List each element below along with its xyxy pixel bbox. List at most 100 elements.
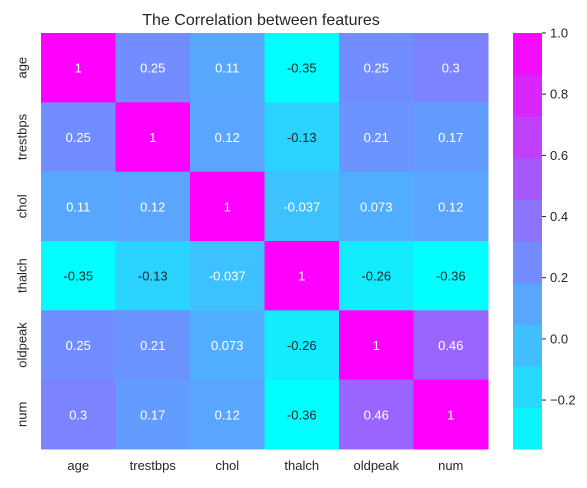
cell-annotation: 1 (447, 407, 454, 422)
colorbar-segment (513, 282, 542, 325)
heatmap-cell (190, 310, 265, 381)
colorbar-tick-label: 0.2 (550, 270, 568, 285)
y-tick-label: oldpeak (15, 322, 30, 368)
x-tick-label: thalch (284, 458, 319, 473)
heatmap-cell (190, 379, 265, 450)
colorbar-segment (513, 199, 542, 242)
heatmap-cell (413, 171, 489, 242)
heatmap-cells (41, 33, 489, 450)
x-tick-label: oldpeak (353, 458, 399, 473)
cell-annotation: 0.073 (360, 199, 393, 214)
cell-annotation: 0.3 (69, 407, 87, 422)
cell-annotation: 0.46 (438, 338, 463, 353)
heatmap-cell (190, 102, 265, 173)
heatmap-cell (339, 33, 414, 103)
cell-annotation: 0.21 (364, 130, 389, 145)
heatmap-cell (413, 379, 489, 450)
heatmap-cell (190, 171, 265, 242)
cell-annotation: 1 (149, 130, 156, 145)
heatmap-cell (264, 33, 340, 103)
colorbar-tick-label: 1.0 (550, 26, 568, 41)
heatmap-cell (413, 102, 489, 173)
heatmap-annotations: 1 0.25 0.11 -0.35 0.25 0.3 0.25 1 0.12 -0.13 0.21 0… (63, 61, 465, 423)
cell-annotation: 0.12 (438, 199, 463, 214)
cell-annotation: -0.13 (138, 269, 168, 284)
y-tick-label: thalch (15, 258, 30, 293)
cell-annotation: 0.46 (364, 407, 389, 422)
colorbar-tick-label: 0.8 (550, 87, 568, 102)
heatmap-cell (115, 310, 191, 381)
heatmap-cell (264, 379, 340, 450)
y-tick-label: trestbps (15, 113, 30, 160)
cell-annotation: 1 (373, 338, 380, 353)
cell-annotation: -0.36 (436, 269, 466, 284)
heatmap-cell (264, 171, 340, 242)
cell-annotation: 0.073 (211, 338, 244, 353)
colorbar-segment (513, 407, 542, 450)
heatmap-cell (413, 310, 489, 381)
x-tick-label: trestbps (130, 458, 177, 473)
cell-annotation: -0.26 (287, 338, 317, 353)
cell-annotation: 0.25 (140, 61, 165, 76)
x-tick-labels: age trestbps chol thalch oldpeak num (67, 458, 463, 473)
heatmap-cell (41, 102, 116, 173)
colorbar (513, 33, 542, 450)
heatmap-cell (115, 102, 191, 173)
colorbar-segment (513, 324, 542, 367)
cell-annotation: 0.17 (140, 407, 165, 422)
heatmap-cell (339, 379, 414, 450)
heatmap-cell (115, 33, 191, 103)
heatmap-cell (413, 240, 489, 311)
cell-annotation: 0.11 (66, 199, 90, 214)
cell-annotation: 0.25 (364, 61, 389, 76)
heatmap-cell (41, 379, 116, 450)
y-tick-label: age (15, 57, 30, 79)
y-tick-label: num (15, 402, 30, 427)
colorbar-tick-label: 0.4 (550, 209, 568, 224)
heatmap-cell (264, 102, 340, 173)
cell-annotation: -0.35 (287, 61, 317, 76)
x-tick-label: age (67, 458, 89, 473)
cell-annotation: 0.12 (215, 130, 240, 145)
colorbar-segment (513, 33, 542, 76)
colorbar-segment (513, 74, 542, 117)
colorbar-ticks: −0.2 0.0 0.2 0.4 0.6 0.8 1.0 (542, 26, 576, 408)
heatmap-cell (41, 171, 116, 242)
colorbar-segment (513, 241, 542, 284)
cell-annotation: 0.12 (215, 407, 240, 422)
heatmap-cell (339, 310, 414, 381)
heatmap-cell (264, 240, 340, 311)
cell-annotation: 0.17 (438, 130, 463, 145)
cell-annotation: -0.13 (287, 130, 317, 145)
cell-annotation: 0.11 (215, 61, 239, 76)
cell-annotation: 0.21 (140, 338, 165, 353)
heatmap-cell (264, 310, 340, 381)
heatmap-cell (190, 240, 265, 311)
cell-annotation: 1 (75, 61, 82, 76)
chart-title: The Correlation between features (142, 12, 379, 29)
colorbar-segment (513, 365, 542, 408)
colorbar-segment (513, 157, 542, 200)
cell-annotation: 0.25 (66, 338, 91, 353)
x-tick-label: chol (215, 458, 239, 473)
cell-annotation: 0.3 (442, 61, 460, 76)
colorbar-tick-label: 0.0 (550, 331, 568, 346)
heatmap-cell (115, 379, 191, 450)
cell-annotation: -0.037 (283, 199, 320, 214)
cell-annotation: -0.037 (209, 269, 246, 284)
heatmap-cell (413, 33, 489, 103)
heatmap-cell (41, 310, 116, 381)
cell-annotation: 0.25 (66, 130, 91, 145)
y-tick-labels: age trestbps chol thalch oldpeak num (15, 57, 30, 427)
heatmap-cell (339, 240, 414, 311)
cell-annotation: 1 (224, 199, 231, 214)
y-tick-label: chol (15, 194, 30, 218)
colorbar-tick-label: 0.6 (550, 148, 568, 163)
cell-annotation: -0.26 (361, 269, 391, 284)
cell-annotation: 0.12 (140, 199, 165, 214)
x-tick-label: num (438, 458, 463, 473)
heatmap-cell (339, 102, 414, 173)
heatmap-cell (41, 240, 116, 311)
colorbar-segment (513, 116, 542, 159)
